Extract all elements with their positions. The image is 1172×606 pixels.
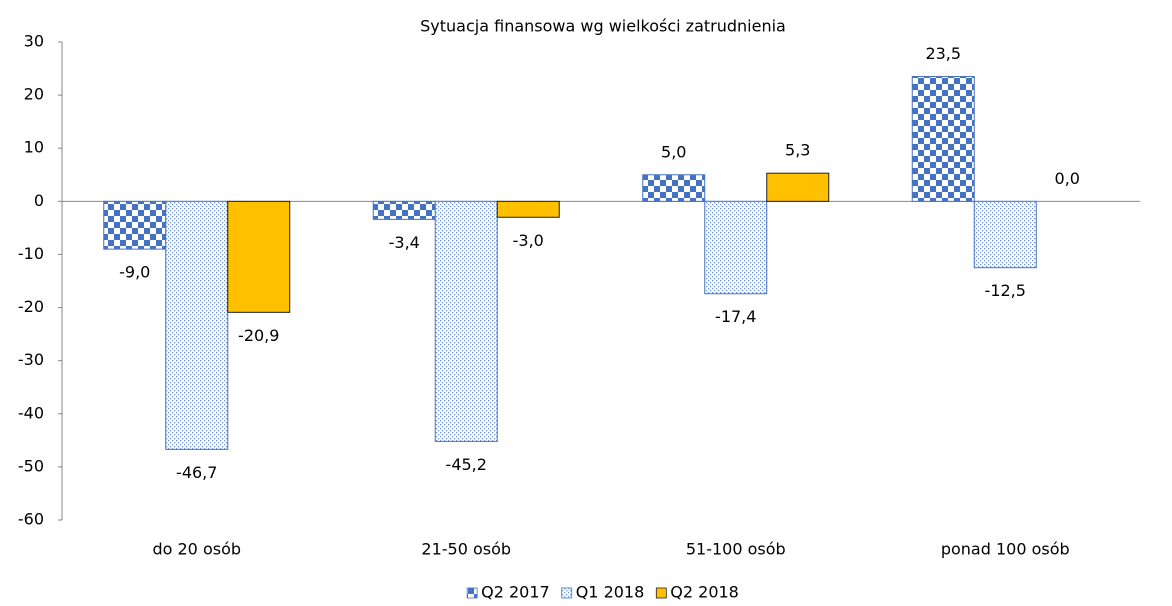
y-tick-label: 10 — [24, 138, 44, 157]
x-tick-label: do 20 osób — [152, 540, 241, 559]
legend-label: Q1 2018 — [576, 583, 645, 602]
bar — [165, 200, 229, 450]
legend-swatch — [655, 587, 667, 599]
data-label: -12,5 — [985, 281, 1026, 300]
x-tick-label: ponad 100 osób — [941, 540, 1070, 559]
data-label: -3,4 — [389, 233, 420, 252]
legend-swatch — [561, 587, 573, 599]
y-tick-label: 30 — [24, 32, 44, 51]
y-tick-label: -20 — [18, 297, 44, 316]
data-label: -3,0 — [513, 231, 544, 250]
x-tick-label: 21-50 osób — [421, 540, 511, 559]
bar — [642, 174, 706, 202]
bar — [704, 200, 768, 295]
bar — [973, 200, 1037, 269]
chart-title: Sytuacja finansowa wg wielkości zatrudni… — [420, 17, 786, 36]
y-tick-label: -40 — [18, 403, 44, 422]
data-label: -20,9 — [238, 326, 279, 345]
data-label: -46,7 — [176, 463, 217, 482]
x-tick-label: 51-100 osób — [686, 540, 786, 559]
bar — [496, 200, 560, 218]
y-tick-label: -60 — [18, 510, 44, 529]
y-tick-label: 20 — [24, 85, 44, 104]
legend-swatch — [466, 587, 478, 599]
y-tick-label: -50 — [18, 456, 44, 475]
data-label: 23,5 — [925, 44, 961, 63]
bar — [911, 76, 975, 202]
data-label: 5,0 — [661, 142, 686, 161]
y-tick-label: 0 — [34, 191, 44, 210]
data-label: -9,0 — [119, 263, 150, 282]
bar — [766, 172, 830, 202]
bar — [227, 200, 291, 313]
legend-label: Q2 2018 — [670, 583, 739, 602]
bar — [103, 200, 167, 250]
data-label: 0,0 — [1055, 169, 1080, 188]
y-tick-label: -30 — [18, 350, 44, 369]
bar — [434, 200, 498, 442]
legend-label: Q2 2017 — [481, 583, 550, 602]
data-label: 5,3 — [785, 141, 810, 160]
data-label: -45,2 — [446, 455, 487, 474]
y-tick-label: -10 — [18, 244, 44, 263]
data-label: -17,4 — [715, 307, 756, 326]
bar — [372, 200, 436, 220]
